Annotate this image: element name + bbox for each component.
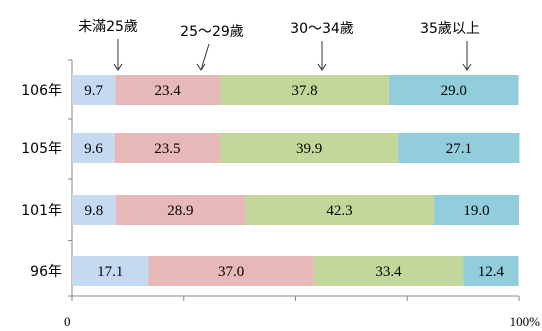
legend-label: 未滿25歲 [78,19,138,35]
bar-value-label: 9.6 [84,141,103,157]
bar-value-label: 28.9 [167,203,193,219]
legend-arrow-head [197,64,205,70]
chart-bars [72,75,519,286]
legend-label: 30～34歲 [290,21,354,37]
x-tick-label: 100% [510,314,541,329]
legend-label: 25～29歲 [180,24,244,40]
bar-value-label: 33.4 [375,264,402,280]
chart-tick-labels: 0 100% [64,314,540,329]
bar-value-label: 23.4 [155,83,182,99]
chart-segment-labels: 9.7 23.4 37.8 29.0 9.6 23.5 39.9 27.1 9.8 28.9 42.… [84,83,504,280]
bar-value-label: 29.0 [441,83,467,99]
chart-category-labels: 106年 105年 101年 96年 [21,83,62,280]
bar-value-label: 37.8 [291,83,317,99]
bar-value-label: 17.1 [97,264,123,280]
category-label: 101年 [21,203,62,219]
legend-label: 35歲以上 [420,21,480,37]
chart-legend: 未滿25歲 25～29歲 30～34歲 35歲以上 [78,19,480,70]
bar-value-label: 9.7 [84,83,103,99]
x-tick-label: 0 [64,314,71,329]
category-label: 96年 [30,264,62,280]
bar-value-label: 39.9 [296,141,322,157]
bar-value-label: 37.0 [218,264,244,280]
legend-arrow [201,44,209,70]
bar-value-label: 42.3 [326,203,352,219]
category-label: 106年 [21,83,62,99]
bar-value-label: 19.0 [463,203,489,219]
bar-value-label: 9.8 [85,203,104,219]
bar-value-label: 12.4 [478,264,505,280]
category-label: 105年 [21,141,62,157]
bar-value-label: 27.1 [446,141,472,157]
bar-value-label: 23.5 [154,141,180,157]
